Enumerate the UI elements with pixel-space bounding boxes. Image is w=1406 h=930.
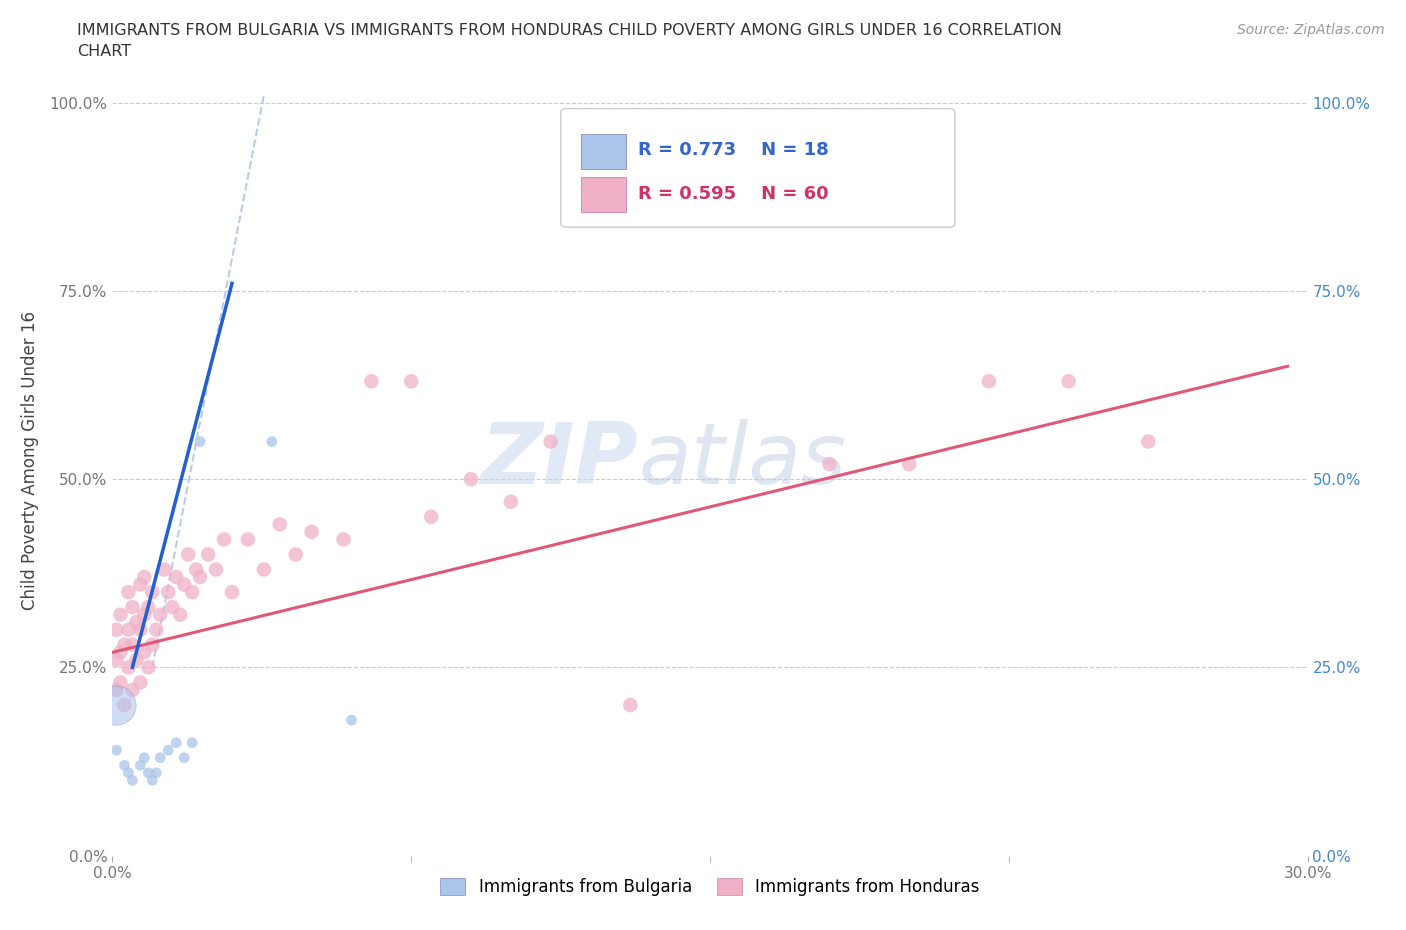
Point <box>105 683 128 698</box>
Point <box>105 622 128 637</box>
Text: R = 0.773    N = 18: R = 0.773 N = 18 <box>638 141 830 159</box>
Point <box>157 743 180 758</box>
Point <box>165 569 187 584</box>
Point <box>117 585 139 600</box>
Point <box>540 434 562 449</box>
Point <box>117 660 139 675</box>
Point <box>181 585 204 600</box>
Point <box>332 532 354 547</box>
Text: R = 0.595    N = 60: R = 0.595 N = 60 <box>638 185 830 203</box>
Point <box>169 607 191 622</box>
Point <box>898 457 921 472</box>
Point <box>110 607 132 622</box>
Point <box>212 532 235 547</box>
Point <box>173 751 195 765</box>
Point <box>129 758 152 773</box>
Point <box>236 532 259 547</box>
Point <box>284 547 307 562</box>
Point <box>177 547 200 562</box>
Point <box>162 600 183 615</box>
Point <box>165 736 187 751</box>
Text: atlas: atlas <box>638 418 846 502</box>
Point <box>260 434 283 449</box>
Point <box>269 517 291 532</box>
Point <box>134 607 156 622</box>
Point <box>114 637 135 652</box>
Point <box>141 773 163 788</box>
Point <box>153 562 176 577</box>
Point <box>221 585 243 600</box>
Point <box>141 585 163 600</box>
Point <box>360 374 382 389</box>
Point <box>340 712 363 727</box>
Point <box>401 374 423 389</box>
Point <box>114 758 135 773</box>
Point <box>138 765 160 780</box>
Point <box>186 562 208 577</box>
Point <box>121 600 143 615</box>
Point <box>149 607 172 622</box>
Point <box>105 743 128 758</box>
Point <box>1057 374 1080 389</box>
FancyBboxPatch shape <box>561 109 955 227</box>
Point <box>181 736 204 751</box>
Point <box>499 495 522 510</box>
Point <box>138 660 160 675</box>
Text: CHART: CHART <box>77 44 131 59</box>
Point <box>141 637 163 652</box>
Point <box>420 510 443 525</box>
Point <box>145 765 167 780</box>
FancyBboxPatch shape <box>581 134 627 169</box>
Text: Source: ZipAtlas.com: Source: ZipAtlas.com <box>1237 23 1385 37</box>
Point <box>125 615 148 630</box>
Point <box>205 562 228 577</box>
Point <box>121 683 143 698</box>
Point <box>114 698 135 712</box>
Point <box>110 675 132 690</box>
Point <box>173 578 195 592</box>
Text: IMMIGRANTS FROM BULGARIA VS IMMIGRANTS FROM HONDURAS CHILD POVERTY AMONG GIRLS U: IMMIGRANTS FROM BULGARIA VS IMMIGRANTS F… <box>77 23 1062 38</box>
Point <box>460 472 482 486</box>
Point <box>105 653 128 668</box>
Point <box>977 374 1000 389</box>
Point <box>138 600 160 615</box>
Point <box>1137 434 1160 449</box>
Point <box>197 547 219 562</box>
Point <box>188 434 211 449</box>
Text: ZIP: ZIP <box>481 418 638 502</box>
FancyBboxPatch shape <box>581 177 627 212</box>
Point <box>188 569 211 584</box>
Point <box>129 675 152 690</box>
Point <box>121 637 143 652</box>
Point <box>134 569 156 584</box>
Y-axis label: Child Poverty Among Girls Under 16: Child Poverty Among Girls Under 16 <box>21 311 38 610</box>
Point <box>117 765 139 780</box>
Point <box>253 562 276 577</box>
Point <box>129 622 152 637</box>
Point <box>110 644 132 659</box>
Legend: Immigrants from Bulgaria, Immigrants from Honduras: Immigrants from Bulgaria, Immigrants fro… <box>433 871 987 903</box>
Point <box>125 653 148 668</box>
Point <box>121 773 143 788</box>
Point <box>149 751 172 765</box>
Point <box>818 457 841 472</box>
Point <box>301 525 323 539</box>
Point <box>134 644 156 659</box>
Point <box>117 622 139 637</box>
Point <box>619 698 641 712</box>
Point <box>157 585 180 600</box>
Point <box>105 698 128 712</box>
Point <box>134 751 156 765</box>
Point <box>145 622 167 637</box>
Point <box>129 578 152 592</box>
